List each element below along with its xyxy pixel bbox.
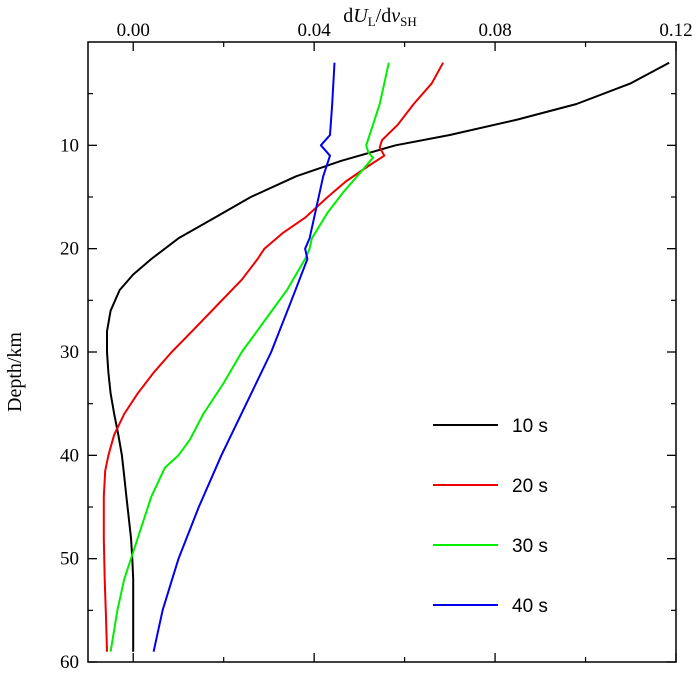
x-tick-label: 0.00 [117, 20, 150, 41]
y-tick-label: 40 [60, 445, 79, 466]
y-tick-label: 20 [60, 239, 79, 260]
y-tick-label: 10 [60, 135, 79, 156]
x-axis-title-v-sub: SH [400, 14, 417, 29]
legend: 10 s 20 s 30 s 40 s [433, 416, 548, 617]
x-tick-label: 0.08 [478, 20, 511, 41]
x-axis-title-u-sub: L [368, 14, 376, 29]
series-line-40-s [152, 62, 336, 652]
y-tick-label: 30 [60, 342, 79, 363]
legend-label: 10 s [512, 416, 548, 437]
legend-label: 30 s [512, 536, 548, 557]
series-layer [102, 61, 670, 652]
plot-frame [87, 41, 677, 663]
series-line-20-s [102, 62, 444, 652]
y-axis-title: Depth/km [4, 332, 26, 412]
x-tick-label: 0.04 [298, 20, 332, 41]
x-axis-title-d: d [343, 5, 353, 27]
series-line-10-s [106, 61, 670, 652]
x-tick-label: 0.12 [659, 20, 692, 41]
y-tick-label: 60 [60, 652, 79, 673]
x-axis-title: dUL/dvSH [343, 5, 416, 29]
legend-label: 40 s [512, 596, 548, 617]
y-tick-label: 50 [60, 549, 79, 570]
x-axis-title-v: v [391, 5, 400, 27]
x-axis-title-mid: /d [376, 5, 392, 27]
legend-label: 20 s [512, 476, 548, 497]
x-axis-title-u: U [353, 5, 369, 27]
ticks-layer: 0.00 0.04 0.08 0.12 10 20 30 40 50 60 [60, 20, 693, 673]
series-line-30-s [109, 62, 390, 652]
